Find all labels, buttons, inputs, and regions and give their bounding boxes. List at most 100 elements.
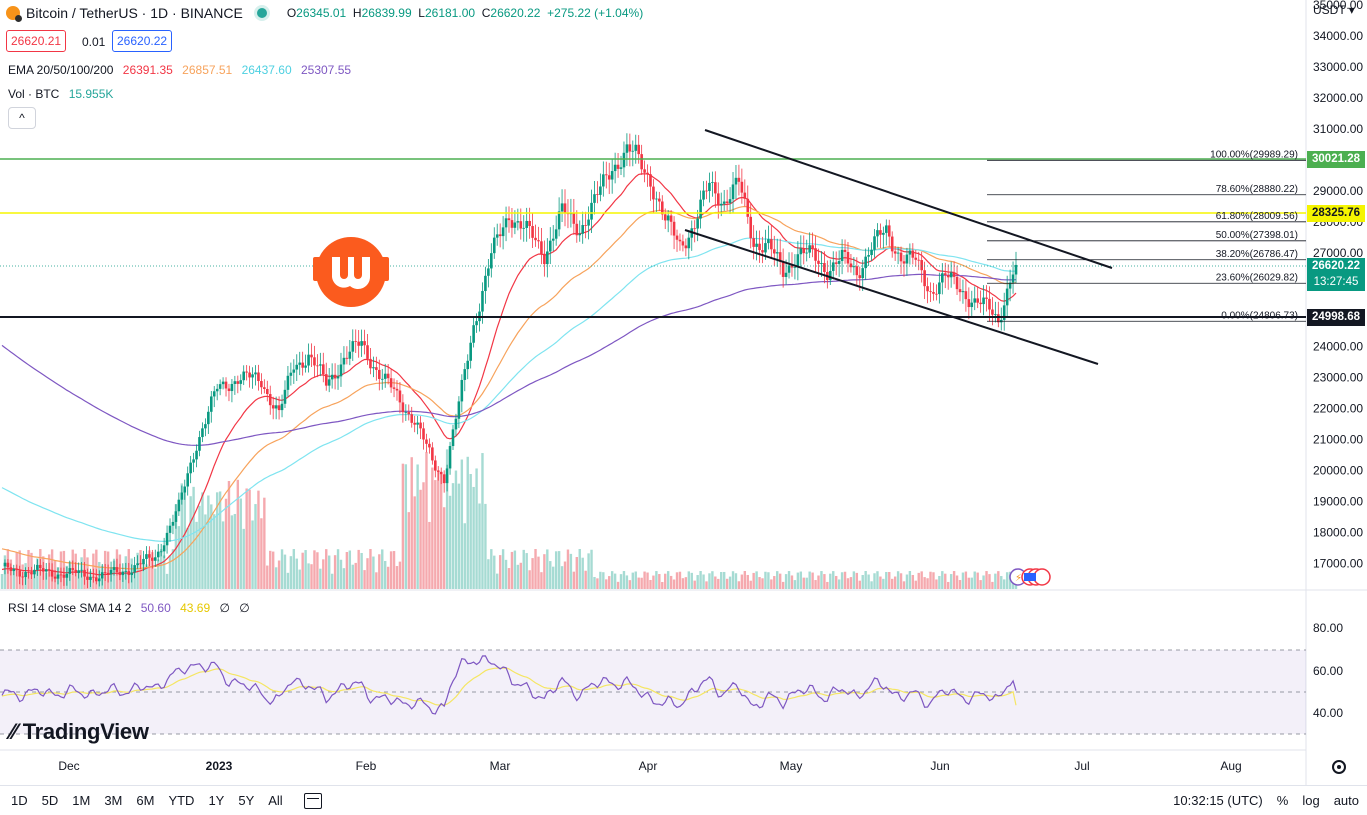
candle-body [383, 373, 387, 379]
candle-body [546, 251, 549, 265]
candle-body [442, 474, 446, 484]
candle-body [548, 240, 552, 252]
market-status-icon[interactable] [256, 8, 267, 18]
currency-selector[interactable]: USDT ▾ [1313, 3, 1355, 17]
auto-toggle[interactable]: auto [1333, 793, 1359, 808]
volume-bar [12, 568, 15, 589]
high-value: 26839.99 [361, 6, 412, 20]
volume-bar [490, 549, 493, 589]
range-all[interactable]: All [268, 793, 283, 808]
volume-bar [896, 571, 900, 589]
symbol-title[interactable]: Bitcoin / TetherUS · 1D · BINANCE [26, 5, 243, 21]
utc-clock[interactable]: 10:32:15 (UTC) [1173, 793, 1263, 808]
candle-body [83, 569, 86, 577]
volume-bar [410, 457, 413, 589]
range-6m[interactable]: 6M [136, 793, 155, 808]
candle-body [115, 567, 119, 573]
ema-legend[interactable]: EMA 20/50/100/200 26391.35 26857.51 2643… [8, 63, 357, 77]
candle-body [375, 367, 378, 370]
candle-body [961, 291, 965, 293]
buy-price-box[interactable]: 26620.22 [112, 30, 173, 52]
percent-toggle[interactable]: % [1276, 793, 1289, 808]
volume-bar [313, 550, 316, 589]
volume-bar [852, 571, 856, 589]
candle-body [71, 568, 75, 570]
time-tick-label: Feb [356, 759, 377, 773]
volume-bar [375, 572, 378, 589]
candle-body [675, 235, 679, 240]
candle-body [528, 220, 531, 227]
ema100-line [1, 237, 1017, 543]
candle-body [516, 221, 520, 223]
range-3m[interactable]: 3M [104, 793, 123, 808]
range-5d[interactable]: 5D [41, 793, 59, 808]
candle-body [705, 190, 708, 192]
range-ytd[interactable]: YTD [168, 793, 195, 808]
candle-body [864, 256, 867, 269]
candle-body [941, 273, 944, 283]
volume-bar [843, 571, 847, 589]
range-5y[interactable]: 5Y [238, 793, 255, 808]
candle-body [321, 364, 325, 375]
volume-bar [1003, 579, 1006, 589]
range-1d[interactable]: 1D [11, 793, 28, 808]
candle-body [666, 215, 670, 221]
volume-bar [139, 550, 142, 589]
volume-bar [705, 581, 708, 589]
candle-body [811, 245, 814, 249]
candle-body [316, 365, 319, 367]
tradingview-logo[interactable]: ⁄⁄ TradingView [10, 719, 149, 745]
volume-bar [513, 550, 517, 589]
volume-bar [33, 569, 36, 589]
candle-body [660, 201, 664, 215]
candle-body [97, 578, 101, 582]
volume-bar [767, 572, 770, 589]
candle-body [221, 381, 225, 385]
candle-body [27, 572, 30, 573]
volume-bar [310, 564, 313, 589]
collapse-legend-button[interactable]: ^ [8, 107, 36, 129]
sell-price-box[interactable]: 26620.21 [6, 30, 67, 52]
candle-body [607, 175, 611, 180]
candle-body [543, 253, 546, 265]
volume-legend[interactable]: Vol · BTC 15.955K [8, 87, 119, 101]
volume-bar [263, 497, 266, 589]
bottom-toolbar: 1D 5D 1M 3M 6M YTD 1Y 5Y All 10:32:15 (U… [0, 785, 1367, 815]
volume-bar [230, 515, 234, 589]
candle-body [498, 234, 502, 237]
volume-bar [165, 573, 169, 589]
candle-body [681, 241, 685, 246]
candle-body [699, 199, 702, 219]
candle-body [109, 569, 113, 575]
candle-body [932, 292, 935, 294]
volume-bar [702, 574, 705, 589]
candle-body [425, 439, 428, 444]
calendar-icon[interactable] [303, 792, 322, 809]
volume-bar [669, 575, 673, 589]
candle-body [604, 174, 608, 176]
price-tick-label: 29000.00 [1313, 184, 1363, 198]
candle-body [395, 388, 399, 391]
range-1y[interactable]: 1Y [208, 793, 225, 808]
candle-body [911, 250, 915, 258]
volume-bar [445, 449, 449, 589]
volume-bar [593, 576, 596, 589]
rsi-legend[interactable]: RSI 14 close SMA 14 2 50.60 43.69 ∅ ∅ [8, 601, 256, 615]
volume-bar [879, 576, 882, 589]
price-tick-label: 22000.00 [1313, 401, 1363, 415]
volume-bar [885, 571, 888, 589]
price-tick-label: 20000.00 [1313, 464, 1363, 478]
rsi-extra-1: ∅ [219, 601, 230, 615]
volume-bar [832, 571, 835, 589]
range-1m[interactable]: 1M [72, 793, 91, 808]
log-toggle[interactable]: log [1302, 793, 1320, 808]
volume-bar [658, 574, 661, 589]
volume-bar [307, 563, 310, 589]
volume-bar [227, 480, 231, 589]
events-flags-icon[interactable]: ⚡ [1008, 567, 1052, 587]
candle-body [770, 239, 773, 250]
settings-gear-icon[interactable] [1332, 760, 1346, 774]
volume-bar [985, 571, 988, 589]
candle-body [404, 412, 408, 413]
